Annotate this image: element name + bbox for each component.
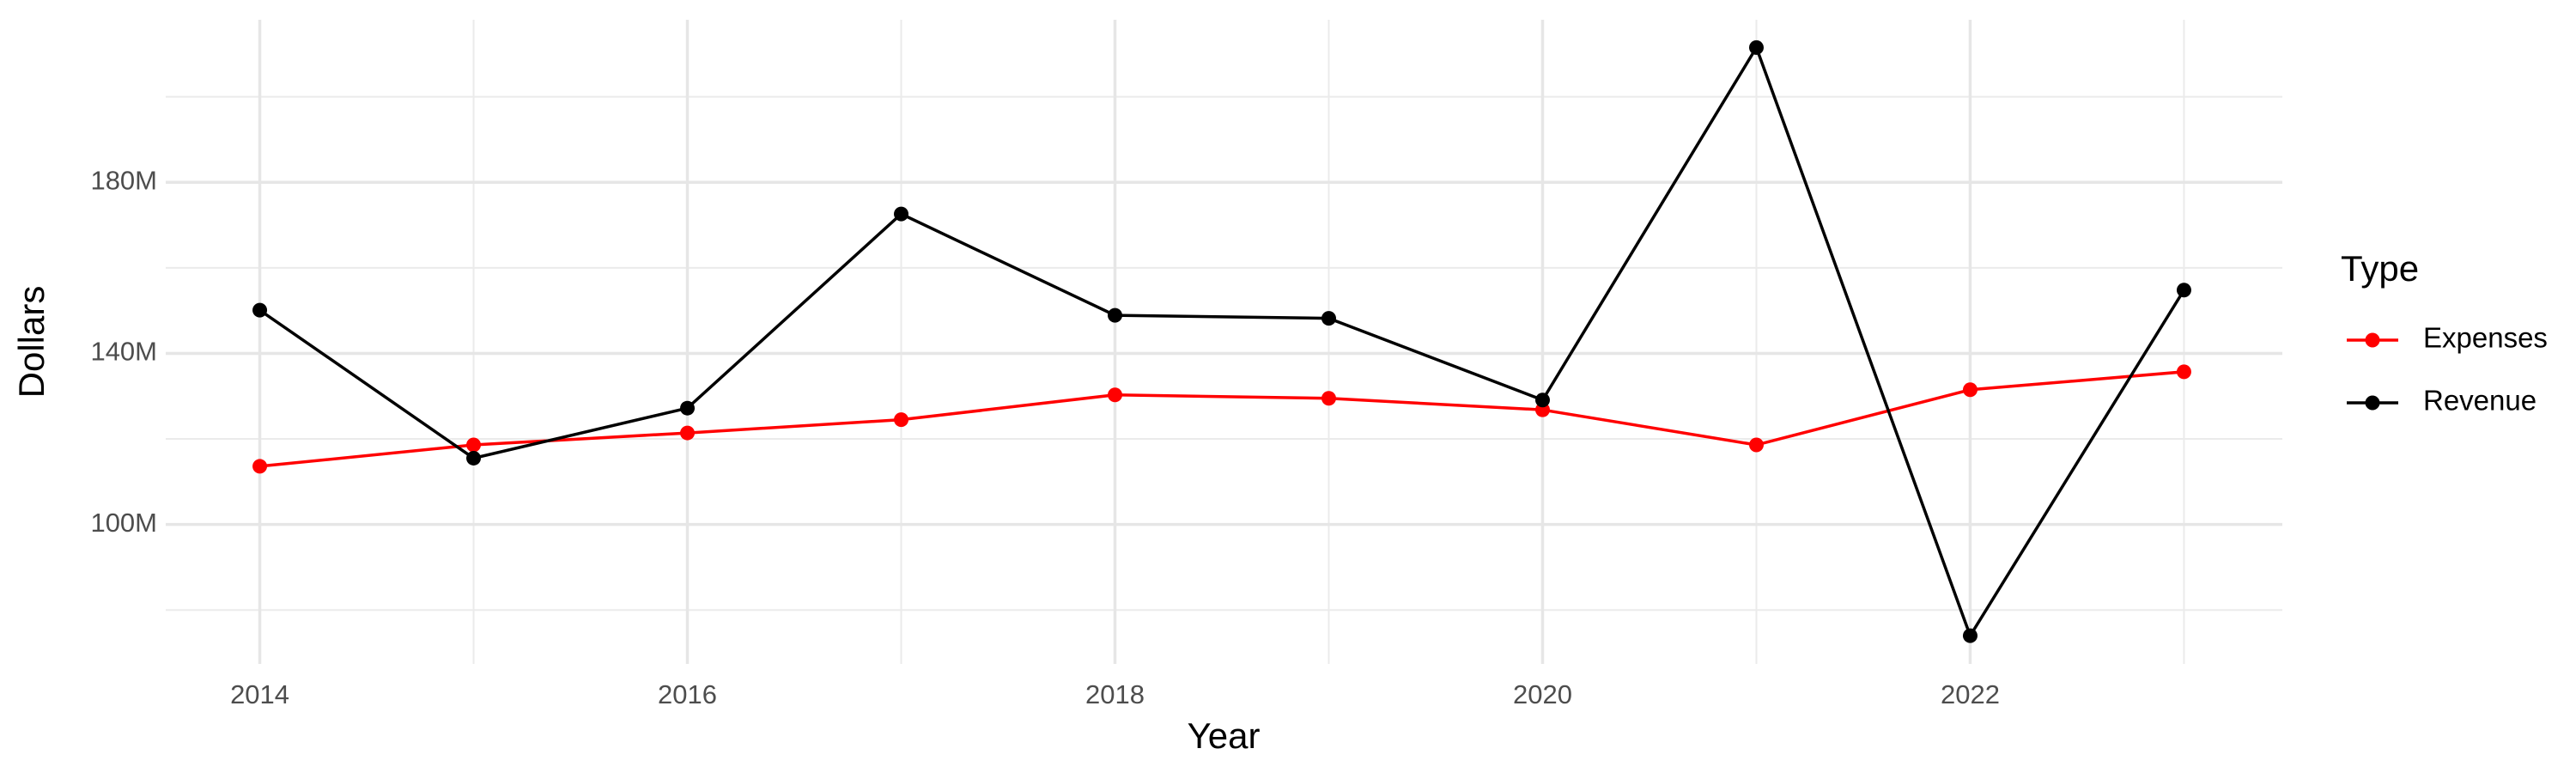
data-point	[1748, 40, 1764, 55]
data-point	[1534, 393, 1550, 408]
data-point	[680, 400, 696, 416]
data-point	[2176, 364, 2191, 380]
x-tick-label: 2016	[658, 679, 717, 709]
data-point	[1748, 437, 1764, 453]
y-axis-title: Dollars	[11, 286, 52, 399]
series-line	[258, 44, 2185, 640]
legend-key-point	[2365, 395, 2380, 411]
legend-key-point	[2365, 332, 2380, 348]
legend-label: Expenses	[2423, 322, 2548, 354]
x-axis-title: Year	[1188, 715, 1261, 756]
y-tick-label: 140M	[90, 337, 157, 367]
data-point	[1108, 307, 1123, 323]
series-line	[259, 370, 2184, 468]
data-point	[1108, 387, 1123, 403]
y-tick-label: 100M	[90, 508, 157, 538]
data-point	[1321, 391, 1337, 406]
data-point	[680, 425, 696, 441]
legend-label: Revenue	[2423, 385, 2537, 417]
data-point	[252, 302, 268, 318]
x-tick-label: 2018	[1085, 679, 1145, 709]
data-point	[252, 459, 268, 474]
x-tick-label: 2014	[230, 679, 289, 709]
data-point	[894, 206, 909, 222]
x-tick-label: 2020	[1513, 679, 1572, 709]
data-point	[894, 412, 909, 428]
y-tick-label: 180M	[90, 165, 157, 195]
data-point	[1962, 628, 1978, 643]
data-point	[2176, 283, 2191, 298]
legend-title: Type	[2341, 248, 2419, 289]
data-point	[466, 437, 482, 453]
x-tick-label: 2022	[1941, 679, 2000, 709]
data-point	[466, 450, 482, 466]
data-point	[1962, 382, 1978, 398]
data-point	[1321, 311, 1337, 326]
